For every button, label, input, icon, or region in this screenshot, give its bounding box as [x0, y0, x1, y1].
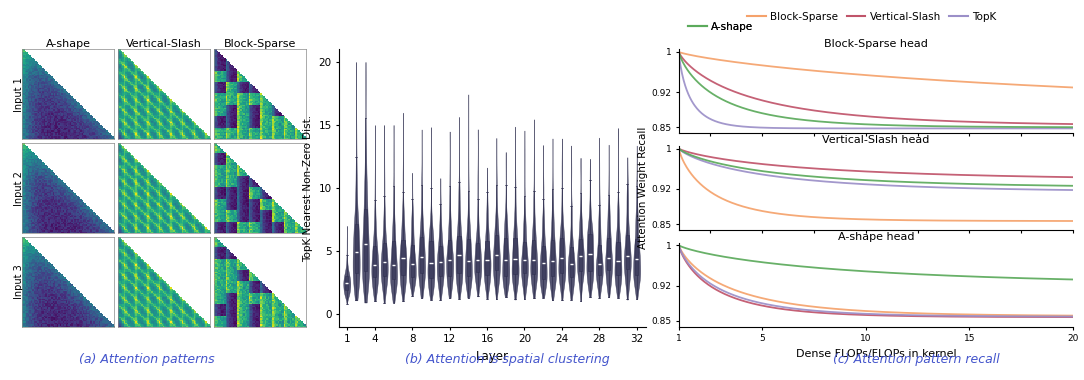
Title: Vertical-Slash head: Vertical-Slash head [823, 135, 930, 145]
PathPatch shape [486, 241, 489, 275]
Legend: A-shape: A-shape [684, 17, 758, 36]
PathPatch shape [401, 240, 404, 275]
PathPatch shape [345, 276, 348, 290]
PathPatch shape [532, 241, 535, 274]
PathPatch shape [383, 243, 386, 276]
Title: Vertical-Slash: Vertical-Slash [126, 39, 202, 49]
PathPatch shape [373, 246, 376, 277]
PathPatch shape [625, 234, 629, 269]
PathPatch shape [569, 247, 572, 277]
PathPatch shape [522, 242, 526, 274]
PathPatch shape [494, 235, 498, 271]
PathPatch shape [420, 238, 423, 273]
PathPatch shape [542, 245, 545, 279]
Y-axis label: TopK Nearest Non-Zero Dist.: TopK Nearest Non-Zero Dist. [302, 114, 313, 262]
Y-axis label: Attention Weight Recall: Attention Weight Recall [638, 127, 648, 249]
X-axis label: Layer: Layer [476, 350, 509, 363]
PathPatch shape [429, 241, 433, 278]
PathPatch shape [439, 246, 442, 276]
Text: (b) Attention is spatial clustering: (b) Attention is spatial clustering [405, 353, 609, 366]
Title: A-shape head: A-shape head [838, 232, 914, 242]
Y-axis label: Input 2: Input 2 [14, 171, 24, 206]
PathPatch shape [504, 238, 507, 276]
PathPatch shape [607, 238, 610, 270]
Text: (c) Attention pattern recall: (c) Attention pattern recall [833, 353, 999, 366]
PathPatch shape [597, 245, 601, 276]
PathPatch shape [635, 239, 638, 275]
Title: A-shape: A-shape [46, 39, 90, 49]
X-axis label: Dense FLOPs/FLOPs in kernel: Dense FLOPs/FLOPs in kernel [796, 349, 956, 359]
PathPatch shape [560, 238, 564, 273]
PathPatch shape [589, 234, 592, 271]
PathPatch shape [476, 243, 479, 272]
PathPatch shape [392, 241, 396, 279]
Y-axis label: Input 3: Input 3 [14, 264, 24, 299]
PathPatch shape [551, 240, 554, 277]
PathPatch shape [514, 238, 517, 274]
Title: Block-Sparse: Block-Sparse [224, 39, 296, 49]
Text: (a) Attention patterns: (a) Attention patterns [78, 353, 215, 366]
Y-axis label: Input 1: Input 1 [14, 77, 24, 112]
PathPatch shape [364, 209, 367, 271]
PathPatch shape [354, 224, 358, 273]
PathPatch shape [411, 245, 414, 277]
PathPatch shape [579, 239, 582, 271]
PathPatch shape [448, 240, 451, 276]
Title: Block-Sparse head: Block-Sparse head [824, 39, 928, 49]
PathPatch shape [617, 242, 620, 275]
PathPatch shape [457, 236, 461, 273]
PathPatch shape [467, 239, 470, 276]
